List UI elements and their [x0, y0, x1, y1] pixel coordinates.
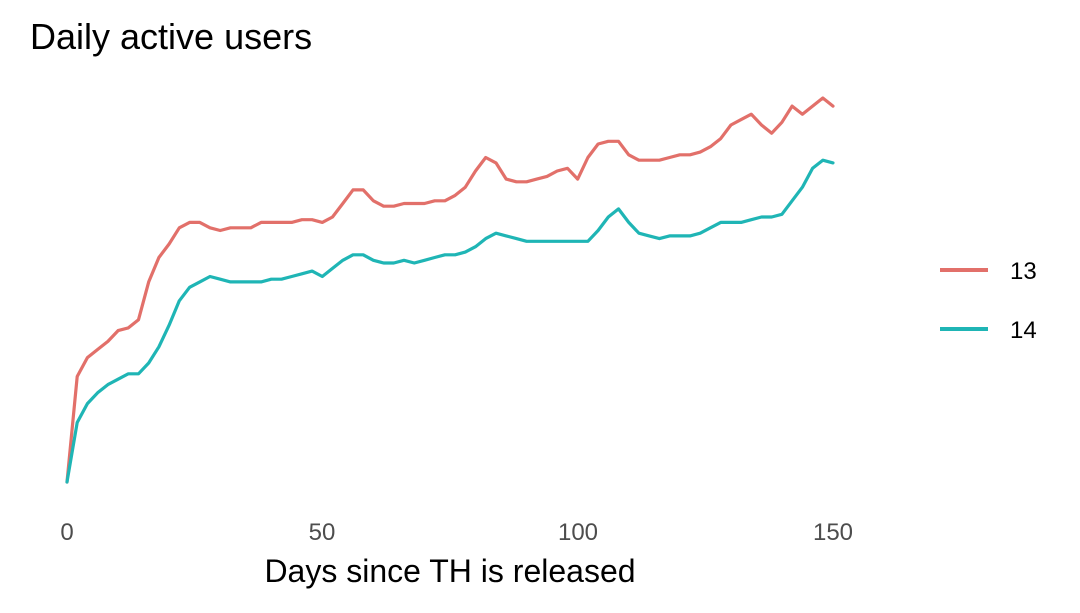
legend-label-13: 13 — [1010, 258, 1037, 285]
plot-area — [65, 96, 835, 484]
x-tick-label-100: 100 — [558, 519, 598, 546]
legend: 13 14 — [940, 258, 1037, 344]
x-tick-label-50: 50 — [309, 519, 336, 546]
x-axis: 0 50 100 150 — [60, 519, 853, 546]
x-axis-label: Days since TH is released — [264, 553, 635, 589]
x-tick-label-150: 150 — [813, 519, 853, 546]
legend-label-14: 14 — [1010, 317, 1037, 344]
x-tick-label-0: 0 — [60, 519, 73, 546]
chart-title: Daily active users — [30, 16, 312, 57]
series-line-14 — [65, 158, 835, 484]
series-line-13 — [65, 96, 835, 484]
